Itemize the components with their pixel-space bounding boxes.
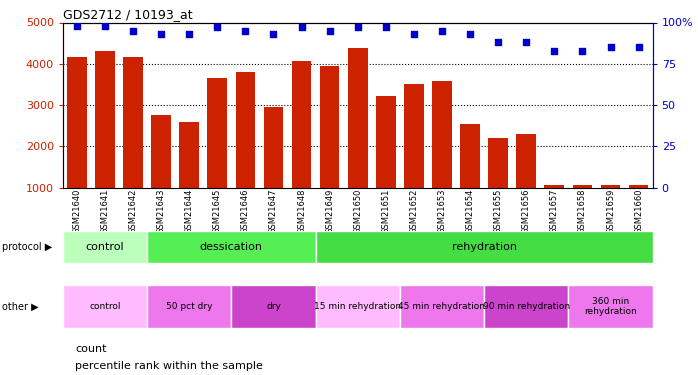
Bar [404,84,424,188]
Text: rehydration: rehydration [452,242,517,252]
Bar [376,96,396,188]
Bar [572,186,592,188]
Bar [348,48,368,188]
Text: 15 min rehydration: 15 min rehydration [314,302,401,311]
Point [633,44,644,50]
Text: 90 min rehydration: 90 min rehydration [483,302,570,311]
Bar [601,186,621,188]
Point [268,31,279,37]
Bar [400,285,484,328]
Text: 45 min rehydration: 45 min rehydration [399,302,486,311]
Point [99,23,110,29]
Point [549,48,560,54]
Point [493,39,504,45]
Bar [568,285,653,328]
Bar [151,116,171,188]
Bar [95,51,114,188]
Bar [315,285,400,328]
Point [324,28,335,34]
Bar [63,231,147,262]
Point [211,24,223,30]
Point [296,24,307,30]
Bar [63,285,147,328]
Point [408,31,419,37]
Text: dessication: dessication [200,242,263,252]
Bar [207,78,227,188]
Text: dry: dry [266,302,281,311]
Point [436,28,447,34]
Bar [320,66,339,188]
Point [352,24,363,30]
Point [128,28,139,34]
Bar [292,61,311,188]
Bar [147,285,231,328]
Bar [484,285,568,328]
Point [156,31,167,37]
Bar [489,138,508,188]
Bar [147,231,315,262]
Bar [432,81,452,188]
Point [605,44,616,50]
Text: other ▶: other ▶ [2,302,38,312]
Bar [460,124,480,188]
Text: percentile rank within the sample: percentile rank within the sample [75,361,263,371]
Text: GDS2712 / 10193_at: GDS2712 / 10193_at [63,8,193,21]
Bar [231,285,315,328]
Bar [517,134,536,188]
Bar [67,57,87,188]
Bar [315,231,653,262]
Point [380,24,392,30]
Point [464,31,475,37]
Bar [179,122,199,188]
Text: 360 min
rehydration: 360 min rehydration [584,297,637,316]
Bar [235,72,255,188]
Bar [264,107,283,188]
Point [240,28,251,34]
Text: 50 pct dry: 50 pct dry [166,302,212,311]
Bar [544,186,564,188]
Point [521,39,532,45]
Text: protocol ▶: protocol ▶ [2,242,52,252]
Bar [124,57,143,188]
Text: control: control [89,302,121,311]
Point [184,31,195,37]
Point [71,23,82,29]
Bar [629,186,648,188]
Text: control: control [86,242,124,252]
Point [577,48,588,54]
Text: count: count [75,344,107,354]
